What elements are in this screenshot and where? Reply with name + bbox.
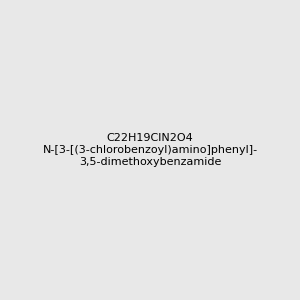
Text: C22H19ClN2O4
N-[3-[(3-chlorobenzoyl)amino]phenyl]-
3,5-dimethoxybenzamide: C22H19ClN2O4 N-[3-[(3-chlorobenzoyl)amin… xyxy=(42,134,258,166)
